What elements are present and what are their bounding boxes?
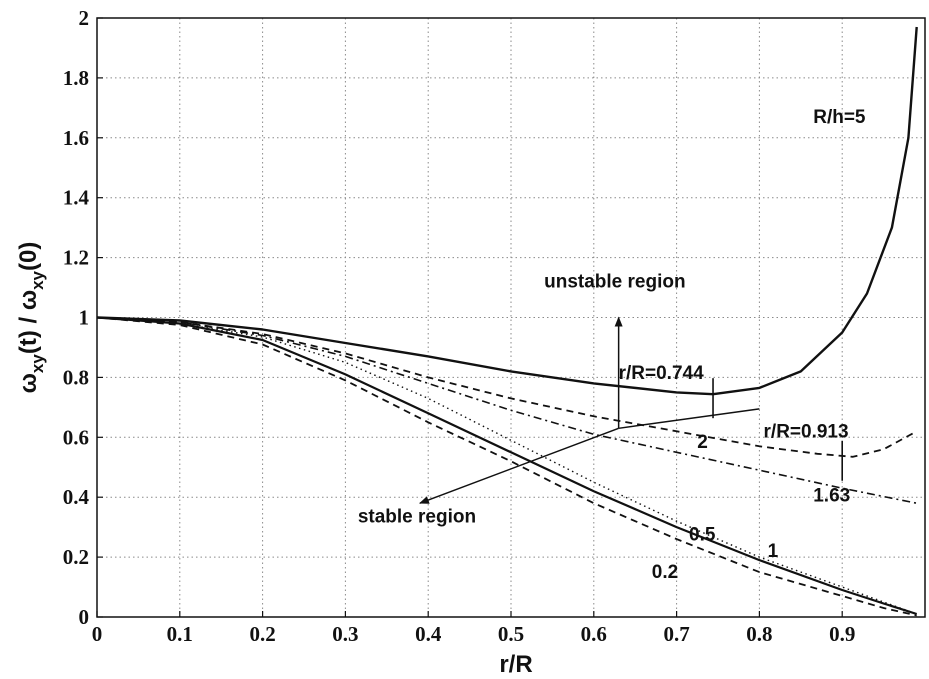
x-tick-label: 0 — [92, 622, 103, 646]
annotation-label: R/h=5 — [813, 107, 866, 128]
x-tick-label: 0.5 — [498, 622, 524, 646]
x-tick-label: 0.2 — [249, 622, 275, 646]
y-tick-label: 1.6 — [63, 126, 89, 150]
arrows — [418, 316, 760, 504]
grid — [97, 18, 925, 617]
annotation-label: 2 — [697, 432, 708, 453]
stable-arrow — [418, 427, 619, 504]
tick-labels: 0 0.1 0.2 0.3 0.4 0.5 0.6 0.7 0.8 0.9 0 0.2 0.4 0.6 0.… — [63, 6, 856, 646]
annotation-label: 0.2 — [652, 562, 678, 583]
annotation-label: stable region — [358, 507, 476, 528]
x-tick-label: 0.7 — [663, 622, 689, 646]
annotation-label: r/R=0.744 — [619, 363, 704, 384]
x-tick-label: 0.3 — [332, 622, 358, 646]
x-tick-label: 0.9 — [829, 622, 855, 646]
series-lines — [96, 26, 918, 617]
series-line — [96, 316, 918, 458]
annotation-label: unstable region — [544, 272, 685, 293]
y-tick-label: 2 — [79, 6, 90, 30]
annotation-label: 0.5 — [689, 525, 716, 546]
x-tick-label: 0.6 — [581, 622, 607, 646]
y-axis-label: ωxy​(t) / ωxy​(0) — [15, 242, 47, 394]
x-tick-label: 0.4 — [415, 622, 442, 646]
y-tick-label: 1.4 — [63, 186, 90, 210]
y-tick-label: 0.2 — [63, 545, 89, 569]
series-line — [96, 316, 917, 617]
series-line — [96, 26, 918, 396]
x-tick-label: 0.1 — [167, 622, 193, 646]
markers — [712, 378, 844, 481]
connector-line — [618, 408, 760, 430]
series-line — [96, 316, 917, 615]
annotation-label: 1.63 — [813, 486, 850, 507]
y-tick-label: 1 — [79, 306, 90, 330]
annotations: R/h=5 r/R=0.744 r/R=0.913 2 1.63 1 0.5 0.2 unsta… — [358, 107, 866, 583]
y-tick-label: 0.6 — [63, 425, 89, 449]
y-tick-label: 0 — [79, 605, 90, 629]
annotation-label: r/R=0.913 — [764, 421, 849, 442]
series-line — [96, 316, 917, 504]
x-tick-label: 0.8 — [746, 622, 772, 646]
y-tick-label: 1.8 — [63, 66, 89, 90]
series-line — [96, 316, 918, 616]
x-axis-label: r/R — [499, 651, 532, 678]
y-tick-label: 0.4 — [63, 485, 90, 509]
y-tick-label: 0.8 — [63, 365, 89, 389]
annotation-label: 1 — [768, 541, 779, 562]
y-tick-label: 1.2 — [63, 246, 89, 270]
